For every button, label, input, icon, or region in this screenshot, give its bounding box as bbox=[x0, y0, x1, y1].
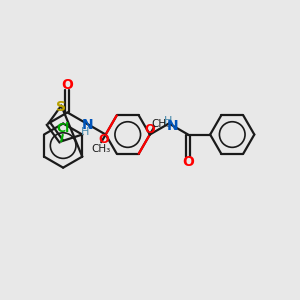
Text: S: S bbox=[56, 100, 66, 114]
Text: CH₃: CH₃ bbox=[91, 144, 110, 154]
Text: N: N bbox=[167, 119, 178, 134]
Text: N: N bbox=[82, 118, 94, 132]
Text: O: O bbox=[99, 133, 110, 146]
Text: H: H bbox=[81, 127, 89, 137]
Text: Cl: Cl bbox=[56, 122, 69, 135]
Text: CH₃: CH₃ bbox=[151, 119, 170, 129]
Text: O: O bbox=[182, 154, 194, 169]
Text: O: O bbox=[145, 123, 155, 136]
Text: O: O bbox=[61, 78, 73, 92]
Text: H: H bbox=[164, 116, 172, 126]
